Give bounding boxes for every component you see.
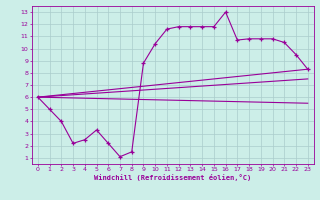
X-axis label: Windchill (Refroidissement éolien,°C): Windchill (Refroidissement éolien,°C) bbox=[94, 174, 252, 181]
